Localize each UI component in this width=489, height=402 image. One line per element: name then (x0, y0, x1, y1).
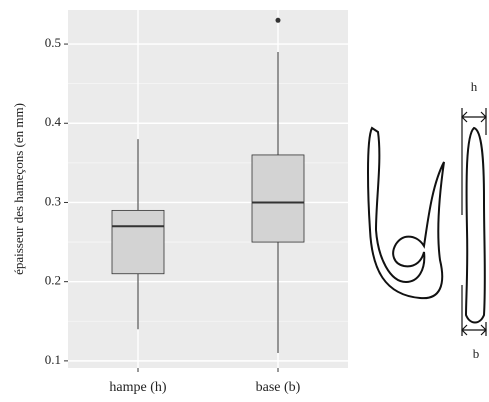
box (111, 209, 165, 275)
y-tick-label: 0.4 (45, 114, 62, 129)
y-tick-label: 0.1 (45, 352, 61, 367)
dimension-arrows (461, 108, 487, 336)
x-tick-label: hampe (h) (109, 380, 166, 395)
outlier (275, 17, 281, 23)
y-tick-label: 0.2 (45, 273, 61, 288)
y-tick-label: 0.3 (45, 193, 61, 208)
box (251, 154, 305, 243)
x-tick-label: base (b) (256, 380, 301, 395)
plot-panel (68, 10, 348, 368)
y-axis-label: épaisseur des hameçons (en mm) (11, 103, 26, 275)
y-tick-label: 0.5 (45, 35, 61, 50)
hook-drawing (367, 126, 486, 324)
annotation: b (473, 346, 480, 361)
annotation: h (471, 79, 478, 94)
